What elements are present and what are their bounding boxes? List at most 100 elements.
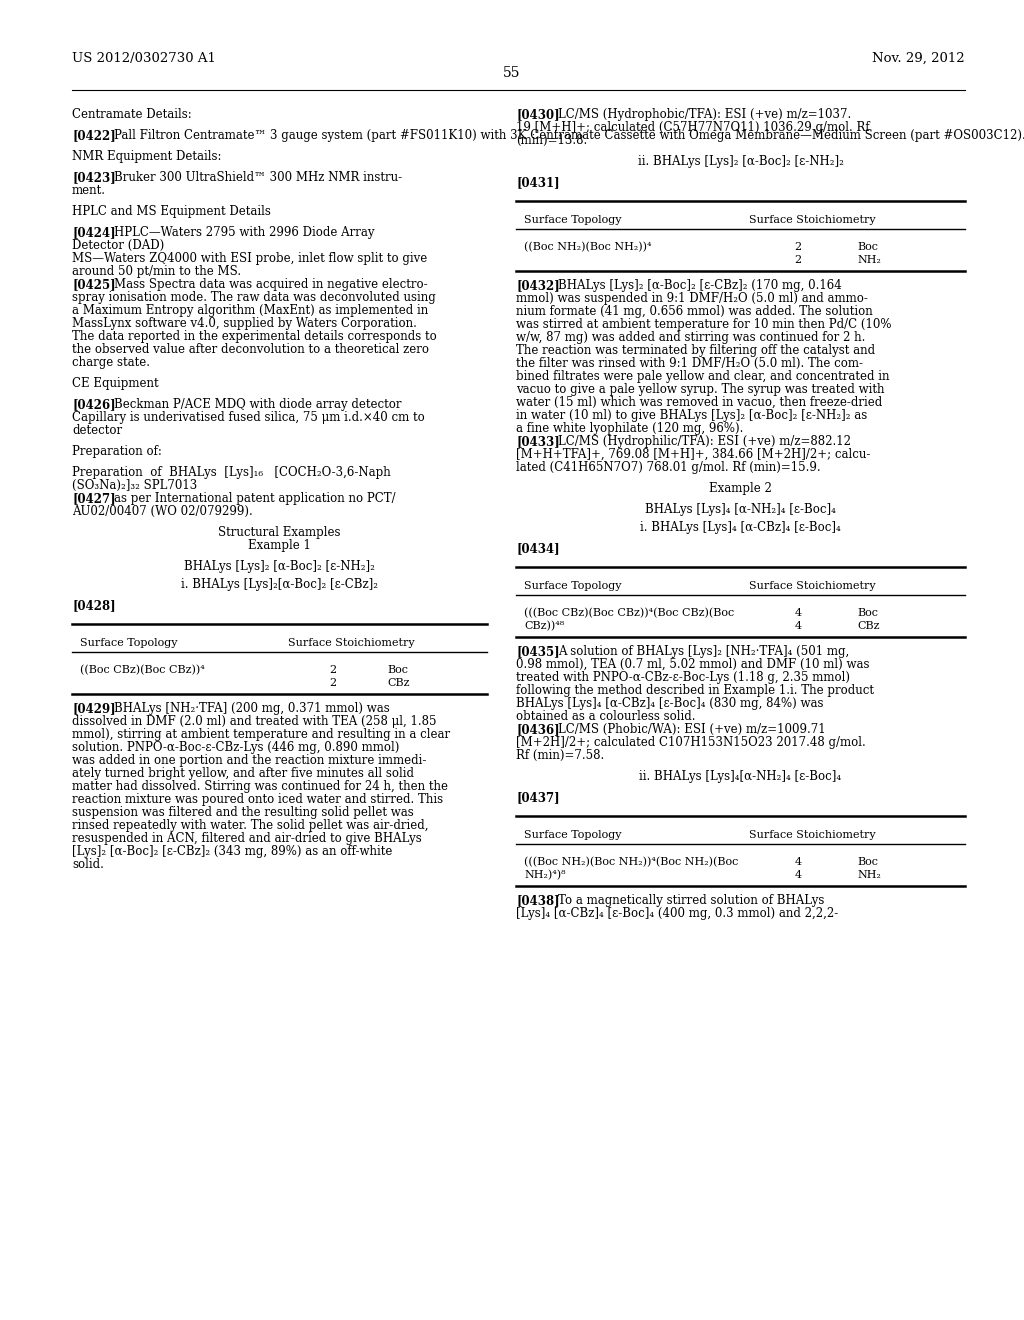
Text: Rf (min)=7.58.: Rf (min)=7.58. [516,748,604,762]
Text: the filter was rinsed with 9:1 DMF/H₂O (5.0 ml). The com-: the filter was rinsed with 9:1 DMF/H₂O (… [516,356,863,370]
Text: nium formate (41 mg, 0.656 mmol) was added. The solution: nium formate (41 mg, 0.656 mmol) was add… [516,305,872,318]
Text: was added in one portion and the reaction mixture immedi-: was added in one portion and the reactio… [72,754,426,767]
Text: BHALys [Lys]₂ [α-Boc]₂ [ε-NH₂]₂: BHALys [Lys]₂ [α-Boc]₂ [ε-NH₂]₂ [184,560,375,573]
Text: i. BHALys [Lys]₄ [α-CBz]₄ [ε-Boc]₄: i. BHALys [Lys]₄ [α-CBz]₄ [ε-Boc]₄ [640,521,841,535]
Text: Preparation  of  BHALys  [Lys]₁₆   [COCH₂O-3,6-Naph: Preparation of BHALys [Lys]₁₆ [COCH₂O-3,… [72,466,391,479]
Text: was stirred at ambient temperature for 10 min then Pd/C (10%: was stirred at ambient temperature for 1… [516,318,892,331]
Text: NH₂)⁴)⁸: NH₂)⁴)⁸ [524,870,565,880]
Text: NH₂: NH₂ [857,255,881,265]
Text: vacuo to give a pale yellow syrup. The syrup was treated with: vacuo to give a pale yellow syrup. The s… [516,383,885,396]
Text: (SO₃Na)₂]₃₂ SPL7013: (SO₃Na)₂]₃₂ SPL7013 [72,479,198,492]
Text: Surface Stoichiometry: Surface Stoichiometry [750,581,877,591]
Text: treated with PNPO-α-CBz-ε-Boc-Lys (1.18 g, 2.35 mmol): treated with PNPO-α-CBz-ε-Boc-Lys (1.18 … [516,671,850,684]
Text: [0427]: [0427] [72,492,116,506]
Text: [0434]: [0434] [516,543,560,554]
Text: Surface Topology: Surface Topology [524,581,622,591]
Text: the observed value after deconvolution to a theoretical zero: the observed value after deconvolution t… [72,343,429,356]
Text: solid.: solid. [72,858,103,871]
Text: 2: 2 [795,242,802,252]
Text: spray ionisation mode. The raw data was deconvoluted using: spray ionisation mode. The raw data was … [72,290,436,304]
Text: ii. BHALys [Lys]₂ [α-Boc]₂ [ε-NH₂]₂: ii. BHALys [Lys]₂ [α-Boc]₂ [ε-NH₂]₂ [638,154,844,168]
Text: ((Boc CBz)(Boc CBz))⁴: ((Boc CBz)(Boc CBz))⁴ [80,665,205,676]
Text: MassLynx software v4.0, supplied by Waters Corporation.: MassLynx software v4.0, supplied by Wate… [72,317,417,330]
Text: around 50 pt/min to the MS.: around 50 pt/min to the MS. [72,265,241,279]
Text: matter had dissolved. Stirring was continued for 24 h, then the: matter had dissolved. Stirring was conti… [72,780,449,793]
Text: A solution of BHALys [Lys]₂ [NH₂·TFA]₄ (501 mg,: A solution of BHALys [Lys]₂ [NH₂·TFA]₄ (… [558,645,849,657]
Text: solution. PNPO-α-Boc-ε-CBz-Lys (446 mg, 0.890 mmol): solution. PNPO-α-Boc-ε-CBz-Lys (446 mg, … [72,741,399,754]
Text: [Lys]₄ [α-CBz]₄ [ε-Boc]₄ (400 mg, 0.3 mmol) and 2,2,2-: [Lys]₄ [α-CBz]₄ [ε-Boc]₄ (400 mg, 0.3 mm… [516,907,839,920]
Text: LC/MS (Phobic/WA): ESI (+ve) m/z=1009.71: LC/MS (Phobic/WA): ESI (+ve) m/z=1009.71 [558,723,825,737]
Text: [0423]: [0423] [72,172,116,183]
Text: ately turned bright yellow, and after five minutes all solid: ately turned bright yellow, and after fi… [72,767,414,780]
Text: rinsed repeatedly with water. The solid pellet was air-dried,: rinsed repeatedly with water. The solid … [72,818,428,832]
Text: [0435]: [0435] [516,645,560,657]
Text: 2: 2 [795,255,802,265]
Text: [Lys]₂ [α-Boc]₂ [ε-CBz]₂ (343 mg, 89%) as an off-white: [Lys]₂ [α-Boc]₂ [ε-CBz]₂ (343 mg, 89%) a… [72,845,392,858]
Text: Example 2: Example 2 [709,482,772,495]
Text: BHALys [Lys]₂ [α-Boc]₂ [ε-CBz]₂ (170 mg, 0.164: BHALys [Lys]₂ [α-Boc]₂ [ε-CBz]₂ (170 mg,… [558,279,842,292]
Text: 0.98 mmol), TEA (0.7 ml, 5.02 mmol) and DMF (10 ml) was: 0.98 mmol), TEA (0.7 ml, 5.02 mmol) and … [516,657,869,671]
Text: Surface Topology: Surface Topology [524,830,622,840]
Text: obtained as a colourless solid.: obtained as a colourless solid. [516,710,695,723]
Text: The data reported in the experimental details corresponds to: The data reported in the experimental de… [72,330,437,343]
Text: (((Boc CBz)(Boc CBz))⁴(Boc CBz)(Boc: (((Boc CBz)(Boc CBz))⁴(Boc CBz)(Boc [524,609,734,618]
Text: 2: 2 [330,665,337,675]
Text: MS—Waters ZQ4000 with ESI probe, inlet flow split to give: MS—Waters ZQ4000 with ESI probe, inlet f… [72,252,427,265]
Text: 4: 4 [795,609,802,618]
Text: (min)=13.8.: (min)=13.8. [516,135,587,147]
Text: 19 [M+H]+; calculated (C57H77N7O11) 1036.29 g/mol. Rf: 19 [M+H]+; calculated (C57H77N7O11) 1036… [516,121,869,135]
Text: Boc: Boc [857,857,879,867]
Text: [0438]: [0438] [516,894,560,907]
Text: ((Boc NH₂)(Boc NH₂))⁴: ((Boc NH₂)(Boc NH₂))⁴ [524,242,651,252]
Text: To a magnetically stirred solution of BHALys: To a magnetically stirred solution of BH… [558,894,824,907]
Text: 4: 4 [795,620,802,631]
Text: [0424]: [0424] [72,226,116,239]
Text: Structural Examples: Structural Examples [218,525,341,539]
Text: a Maximum Entropy algorithm (MaxEnt) as implemented in: a Maximum Entropy algorithm (MaxEnt) as … [72,304,428,317]
Text: Bruker 300 UltraShield™ 300 MHz NMR instru-: Bruker 300 UltraShield™ 300 MHz NMR inst… [114,172,402,183]
Text: resuspended in ACN, filtered and air-dried to give BHALys: resuspended in ACN, filtered and air-dri… [72,832,422,845]
Text: w/w, 87 mg) was added and stirring was continued for 2 h.: w/w, 87 mg) was added and stirring was c… [516,331,865,345]
Text: [0432]: [0432] [516,279,560,292]
Text: Boc: Boc [857,242,879,252]
Text: BHALys [NH₂·TFA] (200 mg, 0.371 mmol) was: BHALys [NH₂·TFA] (200 mg, 0.371 mmol) wa… [114,702,390,715]
Text: Example 1: Example 1 [248,539,311,552]
Text: mmol), stirring at ambient temperature and resulting in a clear: mmol), stirring at ambient temperature a… [72,729,451,741]
Text: Nov. 29, 2012: Nov. 29, 2012 [872,51,965,65]
Text: The reaction was terminated by filtering off the catalyst and: The reaction was terminated by filtering… [516,345,876,356]
Text: NH₂: NH₂ [857,870,881,880]
Text: following the method described in Example 1.i. The product: following the method described in Exampl… [516,684,874,697]
Text: [0431]: [0431] [516,176,560,189]
Text: suspension was filtered and the resulting solid pellet was: suspension was filtered and the resultin… [72,807,414,818]
Text: [0437]: [0437] [516,791,560,804]
Text: Preparation of:: Preparation of: [72,445,162,458]
Text: CE Equipment: CE Equipment [72,378,159,389]
Text: i. BHALys [Lys]₂[α-Boc]₂ [ε-CBz]₂: i. BHALys [Lys]₂[α-Boc]₂ [ε-CBz]₂ [181,578,378,591]
Text: CBz))⁴⁸: CBz))⁴⁸ [524,620,564,631]
Text: Capillary is underivatised fused silica, 75 μm i.d.×40 cm to: Capillary is underivatised fused silica,… [72,411,425,424]
Text: BHALys [Lys]₄ [α-NH₂]₄ [ε-Boc]₄: BHALys [Lys]₄ [α-NH₂]₄ [ε-Boc]₄ [645,503,836,516]
Text: charge state.: charge state. [72,356,150,370]
Text: in water (10 ml) to give BHALys [Lys]₂ [α-Boc]₂ [ε-NH₂]₂ as: in water (10 ml) to give BHALys [Lys]₂ [… [516,409,867,422]
Text: Centramate Details:: Centramate Details: [72,108,191,121]
Text: Surface Stoichiometry: Surface Stoichiometry [750,215,877,224]
Text: [0429]: [0429] [72,702,116,715]
Text: [0430]: [0430] [516,108,560,121]
Text: LC/MS (Hydrophobic/TFA): ESI (+ve) m/z=1037.: LC/MS (Hydrophobic/TFA): ESI (+ve) m/z=1… [558,108,851,121]
Text: (((Boc NH₂)(Boc NH₂))⁴(Boc NH₂)(Boc: (((Boc NH₂)(Boc NH₂))⁴(Boc NH₂)(Boc [524,857,738,867]
Text: ii. BHALys [Lys]₄[α-NH₂]₄ [ε-Boc]₄: ii. BHALys [Lys]₄[α-NH₂]₄ [ε-Boc]₄ [639,770,842,783]
Text: 2: 2 [330,678,337,688]
Text: US 2012/0302730 A1: US 2012/0302730 A1 [72,51,216,65]
Text: Surface Stoichiometry: Surface Stoichiometry [288,638,415,648]
Text: Surface Topology: Surface Topology [524,215,622,224]
Text: Detector (DAD): Detector (DAD) [72,239,164,252]
Text: 4: 4 [795,857,802,867]
Text: HPLC and MS Equipment Details: HPLC and MS Equipment Details [72,205,271,218]
Text: Boc: Boc [387,665,409,675]
Text: [0428]: [0428] [72,599,116,612]
Text: Surface Stoichiometry: Surface Stoichiometry [750,830,877,840]
Text: Boc: Boc [857,609,879,618]
Text: dissolved in DMF (2.0 ml) and treated with TEA (258 μl, 1.85: dissolved in DMF (2.0 ml) and treated wi… [72,715,436,729]
Text: Pall Filtron Centramate™ 3 gauge system (part #FS011K10) with 3K Centramate Cass: Pall Filtron Centramate™ 3 gauge system … [114,129,1024,143]
Text: CBz: CBz [387,678,410,688]
